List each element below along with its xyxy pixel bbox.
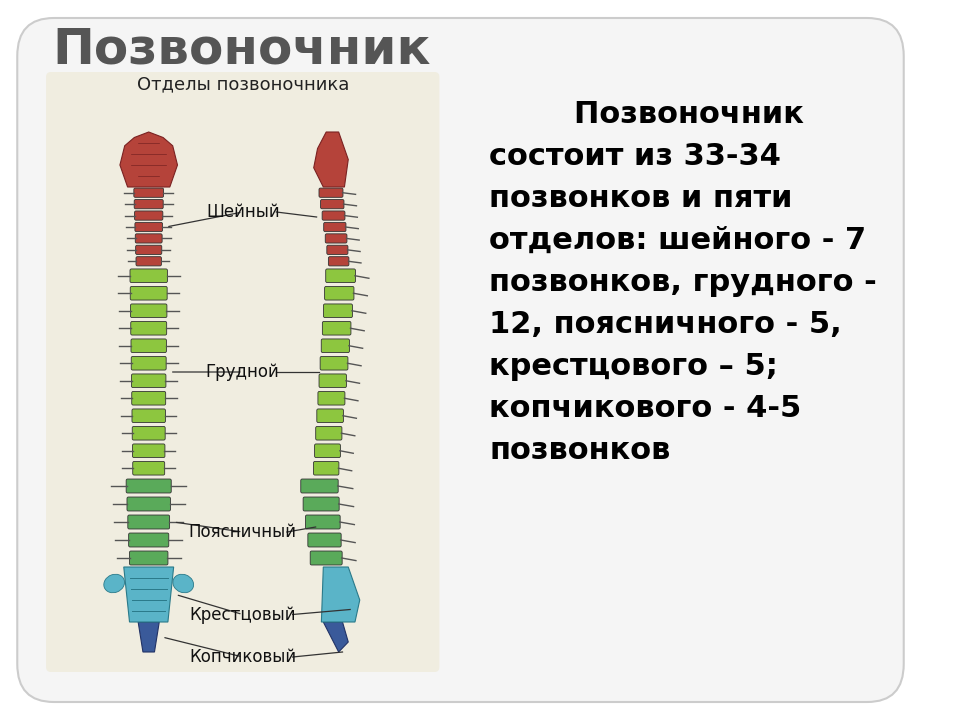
Text: копчикового - 4-5: копчикового - 4-5 <box>490 394 802 423</box>
FancyBboxPatch shape <box>318 392 345 405</box>
FancyBboxPatch shape <box>135 246 162 254</box>
Text: 12, поясничного - 5,: 12, поясничного - 5, <box>490 310 842 339</box>
FancyBboxPatch shape <box>132 409 165 423</box>
FancyBboxPatch shape <box>325 269 355 282</box>
FancyBboxPatch shape <box>322 339 349 353</box>
Text: состоит из 33-34: состоит из 33-34 <box>490 142 781 171</box>
FancyBboxPatch shape <box>130 551 168 565</box>
FancyBboxPatch shape <box>131 304 167 318</box>
Text: Копчиковый: Копчиковый <box>189 648 297 666</box>
FancyBboxPatch shape <box>315 444 341 457</box>
FancyBboxPatch shape <box>317 409 344 423</box>
FancyBboxPatch shape <box>310 551 342 565</box>
FancyBboxPatch shape <box>130 269 167 282</box>
Text: Отделы позвоночника: Отделы позвоночника <box>136 75 348 93</box>
FancyBboxPatch shape <box>324 304 352 318</box>
Polygon shape <box>124 567 174 622</box>
FancyBboxPatch shape <box>132 462 165 475</box>
FancyBboxPatch shape <box>128 515 170 529</box>
FancyBboxPatch shape <box>132 444 165 457</box>
FancyBboxPatch shape <box>314 462 339 475</box>
Text: крестцового – 5;: крестцового – 5; <box>490 352 779 381</box>
FancyBboxPatch shape <box>132 356 166 370</box>
Text: позвонков и пяти: позвонков и пяти <box>490 184 793 213</box>
FancyBboxPatch shape <box>17 18 903 702</box>
FancyBboxPatch shape <box>324 287 354 300</box>
FancyBboxPatch shape <box>46 72 440 672</box>
FancyBboxPatch shape <box>320 356 348 370</box>
Polygon shape <box>138 622 159 652</box>
Polygon shape <box>324 622 348 652</box>
FancyBboxPatch shape <box>135 234 162 243</box>
FancyBboxPatch shape <box>323 321 351 335</box>
Text: Позвоночник: Позвоночник <box>53 25 431 73</box>
FancyBboxPatch shape <box>134 211 163 220</box>
Text: Грудной: Грудной <box>205 363 279 381</box>
FancyBboxPatch shape <box>323 211 345 220</box>
FancyBboxPatch shape <box>132 426 165 440</box>
FancyBboxPatch shape <box>127 497 171 511</box>
Text: Шейный: Шейный <box>205 203 279 221</box>
FancyBboxPatch shape <box>300 479 338 493</box>
FancyBboxPatch shape <box>319 188 343 197</box>
FancyBboxPatch shape <box>308 533 341 547</box>
FancyBboxPatch shape <box>136 256 161 266</box>
FancyBboxPatch shape <box>303 497 339 511</box>
FancyBboxPatch shape <box>319 374 347 387</box>
Polygon shape <box>314 132 348 187</box>
FancyBboxPatch shape <box>132 374 166 387</box>
Text: Поясничный: Поясничный <box>189 523 297 541</box>
Polygon shape <box>120 132 178 187</box>
FancyBboxPatch shape <box>129 533 169 547</box>
Ellipse shape <box>173 575 194 593</box>
FancyBboxPatch shape <box>324 222 346 232</box>
Text: позвонков, грудного -: позвонков, грудного - <box>490 268 877 297</box>
Text: позвонков: позвонков <box>490 436 671 465</box>
Text: отделов: шейного - 7: отделов: шейного - 7 <box>490 226 867 255</box>
FancyBboxPatch shape <box>133 188 163 197</box>
FancyBboxPatch shape <box>326 246 348 254</box>
Text: Крестцовый: Крестцовый <box>189 606 296 624</box>
FancyBboxPatch shape <box>131 321 167 335</box>
FancyBboxPatch shape <box>305 515 340 529</box>
Text: Позвоночник: Позвоночник <box>490 100 804 129</box>
FancyBboxPatch shape <box>316 426 342 440</box>
FancyBboxPatch shape <box>325 234 347 243</box>
FancyBboxPatch shape <box>321 199 344 209</box>
FancyBboxPatch shape <box>132 392 166 405</box>
FancyBboxPatch shape <box>126 479 171 493</box>
Ellipse shape <box>104 575 125 593</box>
FancyBboxPatch shape <box>135 222 162 232</box>
FancyBboxPatch shape <box>134 199 163 209</box>
FancyBboxPatch shape <box>131 287 167 300</box>
FancyBboxPatch shape <box>328 256 348 266</box>
Polygon shape <box>322 567 360 622</box>
FancyBboxPatch shape <box>131 339 166 353</box>
